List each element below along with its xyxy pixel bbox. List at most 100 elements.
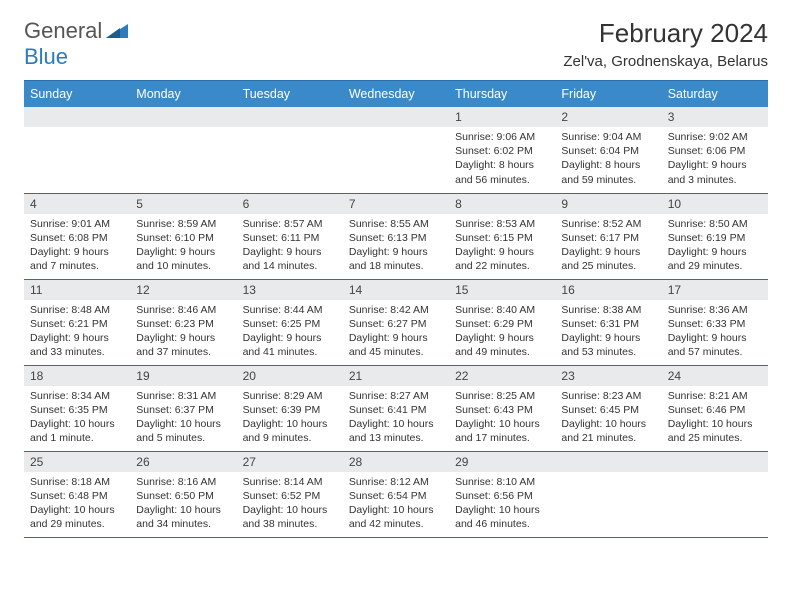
sunset: Sunset: 6:25 PM <box>243 317 337 331</box>
sunrise: Sunrise: 8:18 AM <box>30 475 124 489</box>
sunrise: Sunrise: 8:52 AM <box>561 217 655 231</box>
daylight: Daylight: 9 hours and 49 minutes. <box>455 331 549 359</box>
day-cell: 24Sunrise: 8:21 AMSunset: 6:46 PMDayligh… <box>662 365 768 451</box>
day-number: 16 <box>555 280 661 300</box>
day-number: 1 <box>449 107 555 127</box>
day-number: 11 <box>24 280 130 300</box>
day-cell: 14Sunrise: 8:42 AMSunset: 6:27 PMDayligh… <box>343 279 449 365</box>
sunset: Sunset: 6:21 PM <box>30 317 124 331</box>
day-number: 8 <box>449 194 555 214</box>
sunset: Sunset: 6:35 PM <box>30 403 124 417</box>
sunset: Sunset: 6:50 PM <box>136 489 230 503</box>
day-cell: 19Sunrise: 8:31 AMSunset: 6:37 PMDayligh… <box>130 365 236 451</box>
day-data: Sunrise: 8:46 AMSunset: 6:23 PMDaylight:… <box>130 300 236 364</box>
daylight: Daylight: 9 hours and 22 minutes. <box>455 245 549 273</box>
sunrise: Sunrise: 8:21 AM <box>668 389 762 403</box>
day-data: Sunrise: 8:27 AMSunset: 6:41 PMDaylight:… <box>343 386 449 450</box>
daylight: Daylight: 9 hours and 10 minutes. <box>136 245 230 273</box>
dow-sun: Sunday <box>24 81 130 108</box>
day-number: 29 <box>449 452 555 472</box>
dow-row: Sunday Monday Tuesday Wednesday Thursday… <box>24 81 768 108</box>
day-number: 24 <box>662 366 768 386</box>
day-cell: 15Sunrise: 8:40 AMSunset: 6:29 PMDayligh… <box>449 279 555 365</box>
sunset: Sunset: 6:27 PM <box>349 317 443 331</box>
sunset: Sunset: 6:11 PM <box>243 231 337 245</box>
sunrise: Sunrise: 8:42 AM <box>349 303 443 317</box>
day-data: Sunrise: 9:06 AMSunset: 6:02 PMDaylight:… <box>449 127 555 191</box>
day-data: Sunrise: 9:04 AMSunset: 6:04 PMDaylight:… <box>555 127 661 191</box>
day-cell: 25Sunrise: 8:18 AMSunset: 6:48 PMDayligh… <box>24 451 130 537</box>
day-data: Sunrise: 8:38 AMSunset: 6:31 PMDaylight:… <box>555 300 661 364</box>
day-cell: 5Sunrise: 8:59 AMSunset: 6:10 PMDaylight… <box>130 193 236 279</box>
day-data: Sunrise: 8:59 AMSunset: 6:10 PMDaylight:… <box>130 214 236 278</box>
day-number: 28 <box>343 452 449 472</box>
sunrise: Sunrise: 8:55 AM <box>349 217 443 231</box>
sunset: Sunset: 6:02 PM <box>455 144 549 158</box>
sunset: Sunset: 6:45 PM <box>561 403 655 417</box>
day-number: 9 <box>555 194 661 214</box>
day-cell <box>662 451 768 537</box>
day-number <box>343 107 449 127</box>
day-number: 19 <box>130 366 236 386</box>
sunset: Sunset: 6:31 PM <box>561 317 655 331</box>
day-number: 6 <box>237 194 343 214</box>
day-number: 20 <box>237 366 343 386</box>
day-cell <box>555 451 661 537</box>
daylight: Daylight: 10 hours and 1 minute. <box>30 417 124 445</box>
day-number <box>24 107 130 127</box>
sunset: Sunset: 6:33 PM <box>668 317 762 331</box>
sunrise: Sunrise: 9:06 AM <box>455 130 549 144</box>
day-number: 17 <box>662 280 768 300</box>
sunrise: Sunrise: 8:59 AM <box>136 217 230 231</box>
day-cell: 17Sunrise: 8:36 AMSunset: 6:33 PMDayligh… <box>662 279 768 365</box>
day-data: Sunrise: 8:48 AMSunset: 6:21 PMDaylight:… <box>24 300 130 364</box>
day-number <box>555 452 661 472</box>
daylight: Daylight: 10 hours and 21 minutes. <box>561 417 655 445</box>
week-row: 4Sunrise: 9:01 AMSunset: 6:08 PMDaylight… <box>24 193 768 279</box>
day-cell: 23Sunrise: 8:23 AMSunset: 6:45 PMDayligh… <box>555 365 661 451</box>
day-cell: 13Sunrise: 8:44 AMSunset: 6:25 PMDayligh… <box>237 279 343 365</box>
day-cell: 28Sunrise: 8:12 AMSunset: 6:54 PMDayligh… <box>343 451 449 537</box>
day-data <box>343 127 449 134</box>
sunset: Sunset: 6:15 PM <box>455 231 549 245</box>
header: General February 2024 Zel'va, Grodnenska… <box>24 18 768 70</box>
day-cell: 3Sunrise: 9:02 AMSunset: 6:06 PMDaylight… <box>662 107 768 193</box>
sunrise: Sunrise: 8:38 AM <box>561 303 655 317</box>
day-cell: 20Sunrise: 8:29 AMSunset: 6:39 PMDayligh… <box>237 365 343 451</box>
day-data: Sunrise: 8:40 AMSunset: 6:29 PMDaylight:… <box>449 300 555 364</box>
day-data: Sunrise: 9:01 AMSunset: 6:08 PMDaylight:… <box>24 214 130 278</box>
daylight: Daylight: 10 hours and 29 minutes. <box>30 503 124 531</box>
daylight: Daylight: 9 hours and 33 minutes. <box>30 331 124 359</box>
daylight: Daylight: 9 hours and 29 minutes. <box>668 245 762 273</box>
sunset: Sunset: 6:46 PM <box>668 403 762 417</box>
day-cell: 1Sunrise: 9:06 AMSunset: 6:02 PMDaylight… <box>449 107 555 193</box>
dow-mon: Monday <box>130 81 236 108</box>
day-data <box>555 472 661 479</box>
day-data: Sunrise: 9:02 AMSunset: 6:06 PMDaylight:… <box>662 127 768 191</box>
dow-thu: Thursday <box>449 81 555 108</box>
daylight: Daylight: 10 hours and 9 minutes. <box>243 417 337 445</box>
day-number: 21 <box>343 366 449 386</box>
day-cell: 27Sunrise: 8:14 AMSunset: 6:52 PMDayligh… <box>237 451 343 537</box>
day-number: 12 <box>130 280 236 300</box>
day-data: Sunrise: 8:29 AMSunset: 6:39 PMDaylight:… <box>237 386 343 450</box>
sunrise: Sunrise: 8:34 AM <box>30 389 124 403</box>
day-cell: 7Sunrise: 8:55 AMSunset: 6:13 PMDaylight… <box>343 193 449 279</box>
daylight: Daylight: 8 hours and 56 minutes. <box>455 158 549 186</box>
day-cell: 21Sunrise: 8:27 AMSunset: 6:41 PMDayligh… <box>343 365 449 451</box>
day-data <box>24 127 130 134</box>
sunrise: Sunrise: 8:36 AM <box>668 303 762 317</box>
daylight: Daylight: 8 hours and 59 minutes. <box>561 158 655 186</box>
sunset: Sunset: 6:37 PM <box>136 403 230 417</box>
daylight: Daylight: 10 hours and 34 minutes. <box>136 503 230 531</box>
day-number <box>662 452 768 472</box>
day-cell: 12Sunrise: 8:46 AMSunset: 6:23 PMDayligh… <box>130 279 236 365</box>
daylight: Daylight: 9 hours and 14 minutes. <box>243 245 337 273</box>
sunrise: Sunrise: 8:10 AM <box>455 475 549 489</box>
daylight: Daylight: 10 hours and 38 minutes. <box>243 503 337 531</box>
day-cell: 6Sunrise: 8:57 AMSunset: 6:11 PMDaylight… <box>237 193 343 279</box>
day-number: 22 <box>449 366 555 386</box>
daylight: Daylight: 9 hours and 7 minutes. <box>30 245 124 273</box>
day-data: Sunrise: 8:25 AMSunset: 6:43 PMDaylight:… <box>449 386 555 450</box>
day-data <box>237 127 343 134</box>
